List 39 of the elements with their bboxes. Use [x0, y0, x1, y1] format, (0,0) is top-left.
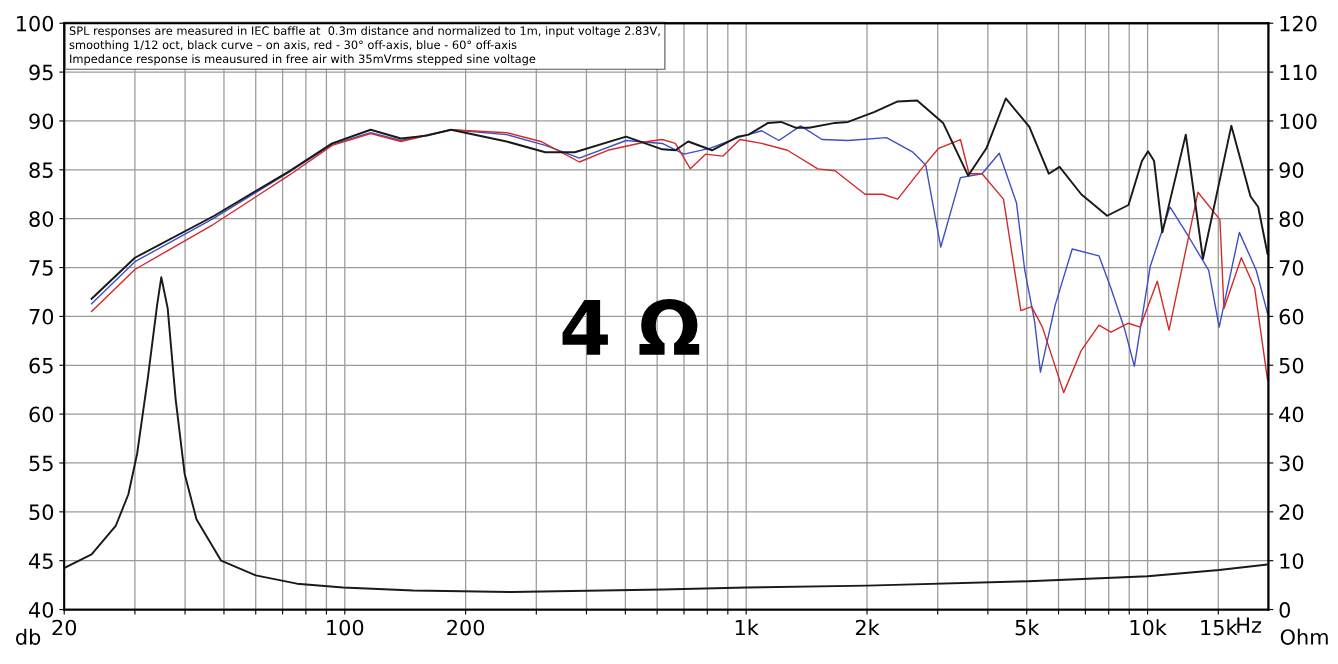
y-tick-label: 45	[29, 553, 53, 569]
x-axis-title: Hz	[1237, 617, 1262, 633]
y-tick-label: 100	[17, 15, 54, 32]
y2-tick-label: 70	[1279, 259, 1304, 276]
y-tick-label: 95	[29, 64, 53, 81]
y2-tick-label: 110	[1280, 64, 1317, 81]
y2-tick-label: 120	[1280, 15, 1317, 32]
y2-tick-label: 10	[1280, 553, 1304, 569]
y2-tick-label: 50	[1279, 357, 1304, 374]
y2-tick-label: 30	[1279, 455, 1304, 472]
y-tick-label: 50	[29, 504, 54, 521]
y-tick-label: 60	[29, 406, 54, 423]
y2-tick-label: 40	[1279, 406, 1304, 423]
y2-tick-label: 80	[1279, 211, 1304, 227]
y-tick-label: 90	[29, 113, 54, 130]
y-tick-label: 75	[29, 260, 53, 276]
x-tick-label: 20	[52, 619, 77, 636]
y-tick-label: 80	[29, 211, 54, 227]
x-tick-label: 200	[447, 619, 485, 636]
y2-tick-label: 100	[1280, 113, 1317, 130]
y-tick-label: 70	[29, 308, 54, 325]
y2-tick-label: 90	[1279, 162, 1304, 179]
x-tick-label: 15k	[1201, 619, 1238, 636]
y-tick-label: 65	[29, 357, 53, 374]
y-tick-label: 85	[29, 162, 53, 179]
y-tick-label: 55	[29, 455, 53, 472]
annotation: SPL responses are measured in IEC baffle at 0.3m distance and normalized to 1m, input voltage 2.83V, smoothing 1/12 oct, black curve – on axis, red - 30° off-axis, blue - 60° off-axis Impedance response is meausured in free air with 35mVrms stepped sine voltage	[69, 26, 660, 66]
x-tick-label: 100	[327, 619, 364, 636]
y-axis-title: db	[16, 628, 41, 645]
y2-axis-title: Ohm	[1280, 628, 1328, 645]
y2-tick-label: 0	[1279, 602, 1291, 618]
x-tick-label: 10k	[1130, 619, 1167, 636]
x-tick-label: 2k	[855, 619, 880, 636]
y2-tick-label: 60	[1279, 308, 1304, 325]
y2-tick-label: 20	[1279, 504, 1304, 521]
x-tick-label: 1k	[735, 619, 759, 636]
y-tick-label: 40	[29, 602, 54, 618]
annotation: 4 Ω	[562, 299, 700, 355]
x-tick-label: 5k	[1015, 619, 1040, 636]
